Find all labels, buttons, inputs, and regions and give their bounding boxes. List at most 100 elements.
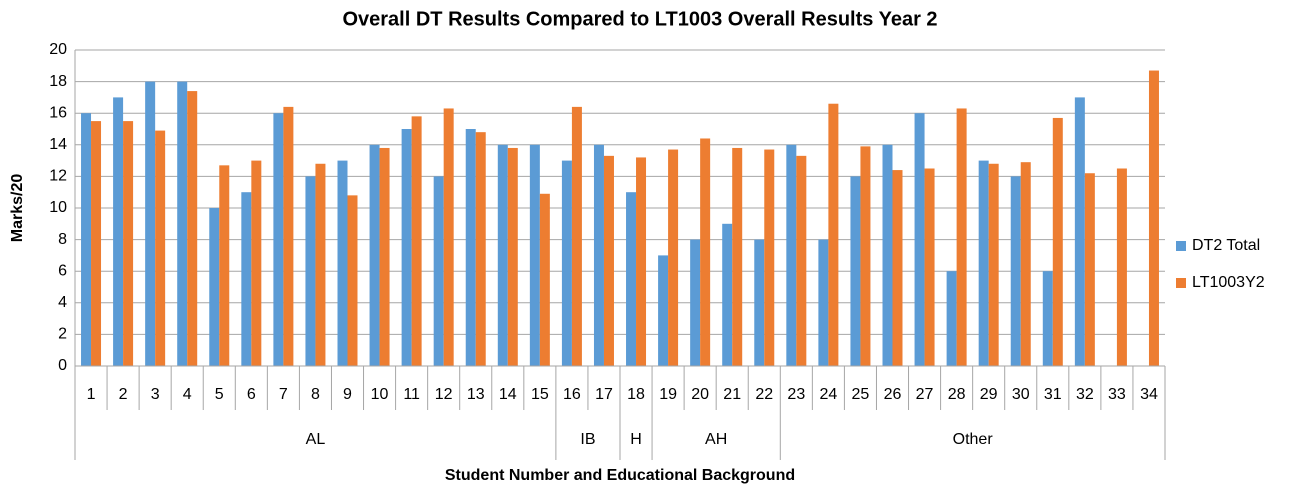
bar: [786, 144, 797, 366]
bar: [658, 255, 669, 366]
bar: [1074, 97, 1085, 367]
legend-label: LT1003Y2: [1192, 274, 1265, 291]
y-tick-label: 16: [49, 104, 67, 121]
bar: [241, 192, 252, 366]
bar: [1010, 176, 1021, 366]
bar: [337, 160, 348, 366]
bar: [347, 195, 358, 366]
x-tick-label: 31: [1044, 386, 1062, 403]
bar: [145, 81, 156, 366]
x-tick-label: 9: [343, 386, 352, 403]
bar: [1116, 168, 1127, 366]
y-tick-label: 18: [49, 73, 67, 90]
x-tick-label: 3: [151, 386, 160, 403]
bar: [636, 157, 647, 366]
x-tick-label: 7: [279, 386, 288, 403]
y-tick-label: 20: [49, 41, 67, 58]
group-label: Other: [953, 431, 994, 448]
bar: [1042, 271, 1053, 366]
group-label: AL: [306, 431, 326, 448]
y-tick-label: 6: [58, 262, 67, 279]
bar: [123, 121, 134, 366]
bar: [283, 106, 294, 366]
y-tick-label: 14: [49, 136, 67, 153]
x-tick-label: 32: [1076, 386, 1094, 403]
bar: [443, 108, 454, 367]
group-label: H: [630, 431, 642, 448]
y-tick-label: 8: [58, 231, 67, 248]
chart-title: Overall DT Results Compared to LT1003 Ov…: [342, 8, 937, 30]
bar: [155, 130, 166, 366]
bar: [722, 223, 733, 366]
x-tick-label: 34: [1140, 386, 1158, 403]
bar: [1020, 162, 1031, 366]
legend-swatch: [1176, 278, 1186, 288]
bar: [91, 121, 102, 366]
x-tick-label: 29: [980, 386, 998, 403]
x-tick-label: 33: [1108, 386, 1126, 403]
bar: [978, 160, 989, 366]
x-tick-label: 24: [819, 386, 837, 403]
bar: [946, 271, 957, 366]
bar: [988, 163, 999, 366]
bar: [1052, 117, 1063, 366]
bar: [529, 144, 540, 366]
bar: [315, 163, 326, 366]
bar: [251, 160, 262, 366]
bar: [850, 176, 861, 366]
x-tick-label: 13: [467, 386, 485, 403]
bar: [561, 160, 572, 366]
x-tick-label: 12: [435, 386, 453, 403]
bar: [732, 147, 743, 366]
x-tick-label: 1: [87, 386, 96, 403]
bar: [411, 116, 422, 366]
y-tick-label: 4: [58, 294, 67, 311]
bar: [465, 129, 476, 366]
x-tick-label: 10: [371, 386, 389, 403]
bar: [796, 155, 807, 366]
bar: [475, 132, 486, 366]
x-tick-label: 4: [183, 386, 192, 403]
bar: [593, 144, 604, 366]
bar: [401, 129, 412, 366]
x-tick-label: 11: [403, 386, 420, 403]
bar: [924, 168, 935, 366]
bar: [81, 113, 92, 366]
x-axis-title: Student Number and Educational Backgroun…: [445, 467, 795, 484]
x-tick-label: 15: [531, 386, 549, 403]
y-tick-label: 0: [58, 357, 67, 374]
bar: [219, 165, 230, 366]
bar: [177, 81, 188, 366]
bar: [273, 113, 284, 366]
x-tick-label: 5: [215, 386, 224, 403]
x-tick-label: 17: [595, 386, 613, 403]
x-tick-label: 28: [948, 386, 966, 403]
y-axis-title: Marks/20: [9, 174, 26, 243]
bar: [818, 239, 829, 366]
bar: [1084, 173, 1095, 366]
x-tick-label: 26: [884, 386, 902, 403]
bar: [497, 144, 508, 366]
group-label: IB: [580, 431, 595, 448]
legend-swatch: [1176, 241, 1186, 251]
bar: [305, 176, 316, 366]
bar: [113, 97, 124, 367]
x-tick-label: 8: [311, 386, 320, 403]
bar: [539, 193, 550, 366]
bar: [892, 170, 903, 366]
x-tick-label: 25: [852, 386, 870, 403]
x-tick-label: 23: [787, 386, 805, 403]
legend-label: DT2 Total: [1192, 237, 1260, 254]
bar: [369, 144, 380, 366]
bar: [626, 192, 637, 366]
y-tick-label: 2: [58, 326, 67, 343]
x-tick-label: 20: [691, 386, 709, 403]
bar: [754, 239, 765, 366]
y-tick-label: 12: [49, 168, 67, 185]
bar: [668, 149, 679, 366]
bar: [379, 147, 390, 366]
group-label: AH: [705, 431, 727, 448]
bar: [507, 147, 518, 366]
bar: [187, 91, 198, 366]
